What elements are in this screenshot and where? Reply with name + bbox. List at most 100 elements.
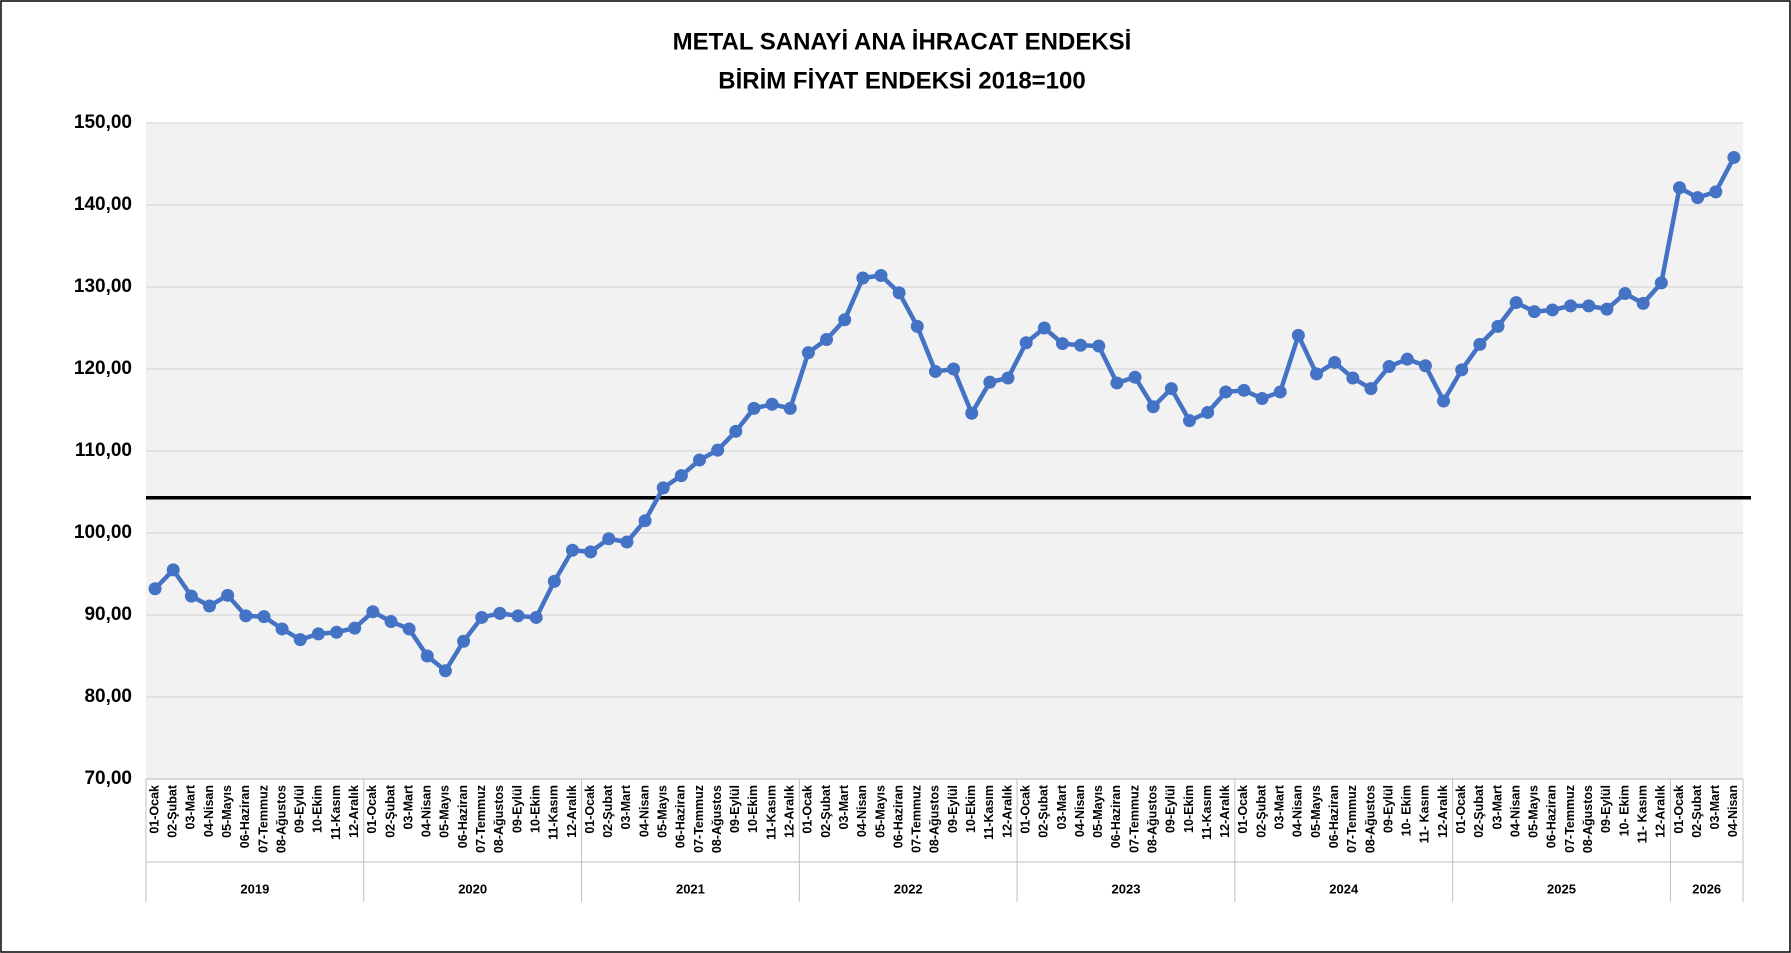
data-point xyxy=(1509,296,1523,310)
data-point xyxy=(1037,321,1051,335)
data-point xyxy=(221,588,235,602)
chart-title: METAL SANAYİ ANA İHRACAT ENDEKSİ xyxy=(673,28,1132,55)
x-tick-label: 07-Temmuz xyxy=(1127,785,1141,853)
x-tick-label: 05-Mayıs xyxy=(1309,785,1323,838)
data-point xyxy=(1473,337,1487,351)
group-label: 2023 xyxy=(1112,881,1141,896)
x-tick-label: 02-Şubat xyxy=(166,784,180,838)
x-tick-label: 09-Eylül xyxy=(1599,785,1613,833)
data-point xyxy=(1291,328,1305,342)
data-point xyxy=(1636,296,1650,310)
data-point xyxy=(1709,185,1723,199)
data-point xyxy=(1455,363,1469,377)
group-label: 2024 xyxy=(1329,881,1359,896)
group-label: 2025 xyxy=(1547,881,1576,896)
data-point xyxy=(1328,355,1342,369)
x-tick-label: 03-Mart xyxy=(401,784,415,829)
x-tick-label: 03-Mart xyxy=(619,784,633,829)
x-tick-label: 11-Kasım xyxy=(329,785,343,840)
x-tick-label: 04-Nisan xyxy=(1508,785,1522,837)
x-tick-label: 01-Ocak xyxy=(147,785,161,834)
data-point xyxy=(765,397,779,411)
chart-subtitle: BİRİM FİYAT ENDEKSİ 2018=100 xyxy=(718,67,1085,94)
x-tick-label: 12-Aralık xyxy=(1218,785,1232,838)
x-tick-label: 06-Haziran xyxy=(674,785,688,848)
data-point xyxy=(366,605,380,619)
data-point xyxy=(1201,405,1215,419)
x-tick-label: 12-Aralık xyxy=(783,785,797,838)
data-point xyxy=(457,634,471,648)
x-tick-label: 03-Mart xyxy=(1490,784,1504,829)
x-tick-label: 06-Haziran xyxy=(891,785,905,848)
data-point xyxy=(620,535,634,549)
x-tick-label: 04-Nisan xyxy=(202,785,216,837)
y-tick-label: 140,00 xyxy=(74,194,132,215)
data-point xyxy=(910,319,924,333)
data-point xyxy=(1146,400,1160,414)
data-point xyxy=(1600,302,1614,316)
data-point xyxy=(330,625,344,639)
data-point xyxy=(1382,360,1396,374)
data-point xyxy=(1019,336,1033,350)
data-point xyxy=(1691,191,1705,205)
data-point xyxy=(1310,367,1324,381)
data-point xyxy=(1092,339,1106,353)
data-point xyxy=(1582,299,1596,313)
data-point xyxy=(402,622,416,636)
data-point xyxy=(293,633,307,647)
group-label: 2019 xyxy=(240,881,269,896)
data-point xyxy=(638,514,652,528)
x-tick-label: 07-Temmuz xyxy=(910,785,924,853)
x-tick-label: 06-Haziran xyxy=(238,785,252,848)
x-tick-label: 10-Ekim xyxy=(528,785,542,833)
data-point xyxy=(420,649,434,663)
data-point xyxy=(1654,276,1668,290)
x-tick-label: 05-Mayıs xyxy=(220,785,234,838)
x-tick-label: 01-Ocak xyxy=(1672,785,1686,834)
x-tick-label: 01-Ocak xyxy=(365,785,379,834)
x-tick-label: 09-Eylül xyxy=(946,785,960,833)
x-tick-label: 02-Şubat xyxy=(1472,784,1486,838)
x-tick-label: 09-Eylül xyxy=(728,785,742,833)
x-tick-label: 11-Kasım xyxy=(764,785,778,840)
x-tick-label: 09-Eylül xyxy=(1164,785,1178,833)
y-tick-label: 90,00 xyxy=(84,604,132,625)
x-tick-label: 05-Mayıs xyxy=(438,785,452,838)
x-tick-label: 07-Temmuz xyxy=(474,785,488,853)
x-tick-label: 12-Aralık xyxy=(565,785,579,838)
x-tick-label: 05-Mayıs xyxy=(656,785,670,838)
data-point xyxy=(529,610,543,624)
data-point xyxy=(1128,370,1142,384)
x-tick-label: 01-Ocak xyxy=(1236,785,1250,834)
x-tick-label: 09-Eylül xyxy=(1381,785,1395,833)
data-point xyxy=(184,589,198,603)
y-tick-label: 80,00 xyxy=(84,686,132,707)
data-point xyxy=(1491,319,1505,333)
data-point xyxy=(257,610,271,624)
data-point xyxy=(348,621,362,635)
y-tick-label: 130,00 xyxy=(74,276,132,297)
y-tick-label: 70,00 xyxy=(84,768,132,789)
data-point xyxy=(801,346,815,360)
x-tick-label: 03-Mart xyxy=(1708,784,1722,829)
x-tick-label: 11-Kasım xyxy=(547,785,561,840)
data-point xyxy=(820,332,834,346)
x-tick-label: 06-Haziran xyxy=(1327,785,1341,848)
data-point xyxy=(1545,303,1559,317)
x-tick-label: 08-Ağustos xyxy=(1363,785,1377,853)
x-tick-label: 07-Temmuz xyxy=(1345,785,1359,853)
data-point xyxy=(1400,352,1414,366)
y-tick-label: 150,00 xyxy=(74,112,132,133)
data-point xyxy=(438,664,452,678)
x-tick-label: 10- Ekim xyxy=(1617,785,1631,836)
data-point xyxy=(783,401,797,415)
x-tick-label: 08-Ağustos xyxy=(1581,785,1595,853)
x-tick-label: 06-Haziran xyxy=(1109,785,1123,848)
x-tick-label: 01-Ocak xyxy=(1454,785,1468,834)
x-tick-label: 02-Şubat xyxy=(1254,784,1268,838)
x-tick-label: 12-Aralık xyxy=(347,785,361,838)
x-tick-label: 08-Ağustos xyxy=(928,785,942,853)
data-point xyxy=(1255,392,1269,406)
data-point xyxy=(674,469,688,483)
